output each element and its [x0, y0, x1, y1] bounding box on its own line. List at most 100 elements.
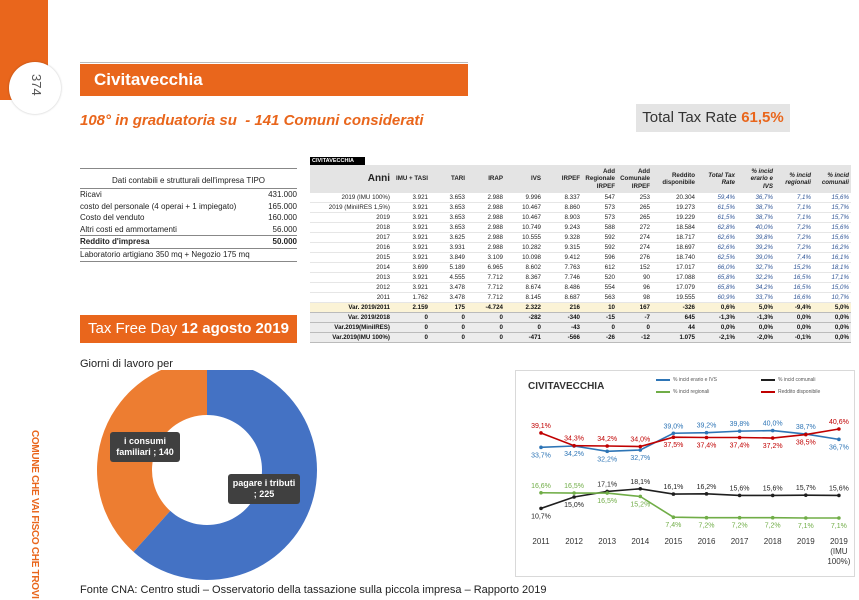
table-cell: 15,7%	[813, 202, 851, 213]
rule	[80, 62, 468, 63]
table-cell: 8.602	[505, 262, 543, 273]
table-cell: 2018	[310, 222, 392, 233]
data-label: 32,2%	[597, 456, 617, 463]
table-cell: 2019	[310, 212, 392, 223]
company-row: Ricavi 431.000	[80, 189, 297, 201]
table-cell: 0	[430, 332, 467, 343]
table-cell: 2011	[310, 292, 392, 303]
series-point	[539, 431, 543, 435]
table-cell: 34,2%	[737, 282, 775, 293]
table-cell: 554	[582, 282, 617, 293]
line-plot: CIVITAVECCHIA 33,7% 34,2% 32,2% 32,7% 39,0% 3…	[528, 381, 849, 530]
table-cell: 2012	[310, 282, 392, 293]
table-cell: 6.965	[467, 262, 505, 273]
table-cell: 7,2%	[775, 242, 813, 253]
table-row: 2015 3.921 3.849 3.109 10.098 9.412 596 276 18.7…	[310, 252, 851, 263]
table-cell: 17.088	[652, 272, 697, 283]
table-cell: -2,1%	[697, 332, 737, 343]
series-point	[770, 493, 775, 498]
series-point	[671, 515, 676, 520]
table-cell: 2.159	[392, 302, 430, 313]
table-caption: CIVITAVECCHIA	[310, 157, 365, 165]
legend-item: % incid comunali	[761, 377, 816, 383]
table-cell: 62,8%	[697, 222, 737, 233]
table-cell: 563	[582, 292, 617, 303]
table-cell: 7,4%	[775, 252, 813, 263]
table-cell: Var.2019(MiniIRES)	[310, 322, 392, 333]
company-rows: Ricavi 431.000 costo del personale (4 oper…	[80, 189, 297, 249]
table-cell: -1,3%	[737, 312, 775, 323]
table-cell: 3.653	[430, 193, 467, 203]
table-cell: 0	[582, 322, 617, 333]
row-label: Costo del venduto	[80, 213, 145, 222]
data-label: 16,2%	[697, 484, 717, 491]
column-header: % incid regionali	[775, 165, 813, 193]
source: Fonte CNA: Centro studi – Osservatorio d…	[80, 584, 547, 596]
table-cell: 10.749	[505, 222, 543, 233]
table-cell: 0	[430, 322, 467, 333]
table-cell: 592	[582, 232, 617, 243]
row-label: costo del personale (4 operai + 1 impieg…	[80, 201, 237, 211]
series-point	[770, 436, 775, 440]
table-cell: 19.273	[652, 202, 697, 213]
table-cell: 2019 (MiniIRES 1,5%)	[310, 202, 392, 213]
table-cell: Var. 2019/2011	[310, 302, 392, 313]
table-cell: 10.282	[505, 242, 543, 253]
data-label: 7,2%	[699, 523, 715, 530]
table-cell: Var.2019(IMU 100%)	[310, 332, 392, 343]
table-cell: -43	[543, 322, 582, 333]
series-point	[837, 437, 841, 442]
x-tick-label: 2018	[763, 537, 782, 546]
table-cell: -4.724	[467, 302, 505, 313]
data-label: 15,0%	[564, 502, 584, 509]
table-cell: 253	[617, 193, 652, 203]
series-point	[638, 448, 643, 452]
total-tax-rate: Total Tax Rate 61,5%	[636, 104, 790, 132]
table-cell: 18,1%	[813, 262, 851, 273]
legend-label: % incid comunali	[778, 377, 816, 383]
data-label: 38,7%	[796, 424, 816, 431]
series-point	[837, 493, 841, 498]
table-cell: 16,5%	[775, 272, 813, 283]
table-cell: 8.860	[543, 202, 582, 213]
table-cell: 65,8%	[697, 282, 737, 293]
series-point	[572, 491, 576, 495]
table-cell: 39,0%	[737, 252, 775, 263]
x-tick-label: 2015	[664, 537, 683, 546]
column-header: Anni	[310, 165, 392, 193]
table-cell: 3.109	[467, 252, 505, 263]
table-cell: 2017	[310, 232, 392, 243]
data-label: 15,6%	[763, 485, 783, 492]
series-point	[539, 506, 543, 511]
table-cell: 38,7%	[737, 212, 775, 223]
table-cell: 1.762	[392, 292, 430, 303]
table-cell: 7,2%	[775, 232, 813, 243]
row-label: Reddito d'impresa	[80, 237, 150, 246]
data-label: 16,5%	[564, 483, 584, 490]
line-chart: CIVITAVECCHIA 33,7% 34,2% 32,2% 32,7% 39,0% 3…	[515, 370, 855, 577]
table-cell: 17.079	[652, 282, 697, 293]
table-cell: 547	[582, 193, 617, 203]
table-cell: 7,1%	[775, 202, 813, 213]
table-cell: 0	[392, 332, 430, 343]
table-cell: 15,6%	[813, 193, 851, 203]
row-value: 431.000	[268, 190, 297, 199]
table-cell: 61,5%	[697, 212, 737, 223]
table-cell: -566	[543, 332, 582, 343]
row-label: Ricavi	[80, 190, 102, 199]
table-cell: 167	[617, 302, 652, 313]
table-cell: 7.712	[467, 282, 505, 293]
row-value: 165.000	[268, 201, 297, 211]
table-cell: 3.653	[430, 202, 467, 213]
ttr-value: 61,5%	[741, 109, 784, 126]
table-cell: -282	[505, 312, 543, 323]
table-cell: 7.746	[543, 272, 582, 283]
table-row: 2012 3.921 3.478 7.712 8.674 8.486 554 96 17.079…	[310, 282, 851, 293]
column-header: % incid erario e IVS	[737, 165, 775, 193]
table-cell: 62,6%	[697, 242, 737, 253]
table-cell: 0	[617, 322, 652, 333]
table-cell: 3.921	[392, 252, 430, 263]
table-cell: 573	[582, 202, 617, 213]
table-cell: 10.098	[505, 252, 543, 263]
series-point	[638, 444, 643, 449]
